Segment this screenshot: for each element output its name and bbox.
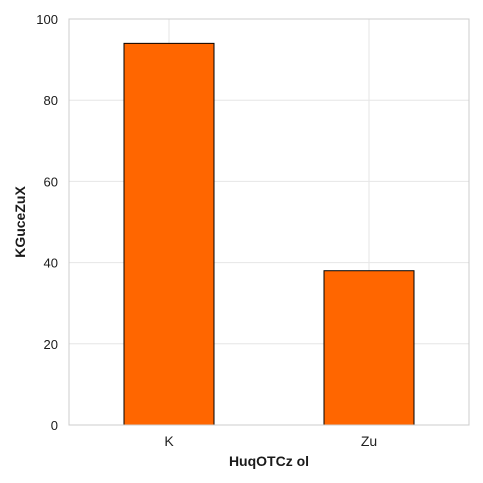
bars [123,42,415,426]
bar-zu [323,270,415,426]
plot-frame [68,18,470,426]
y-tick-labels: 0 20 40 60 80 100 [36,12,58,433]
y-tick-label: 0 [51,418,58,433]
x-tick-label: K [164,433,174,449]
y-axis-title: KGuceZuX [12,186,28,258]
y-tick-label: 100 [36,12,58,27]
y-tick-label: 60 [44,174,58,189]
x-tick-labels: K Zu [164,433,377,449]
bar-k [123,42,215,426]
y-tick-label: 80 [44,93,58,108]
x-axis-title: HuqOTCz ol [229,453,309,469]
y-tick-label: 40 [44,256,58,271]
y-tick-label: 20 [44,337,58,352]
x-tick-label: Zu [361,433,377,449]
